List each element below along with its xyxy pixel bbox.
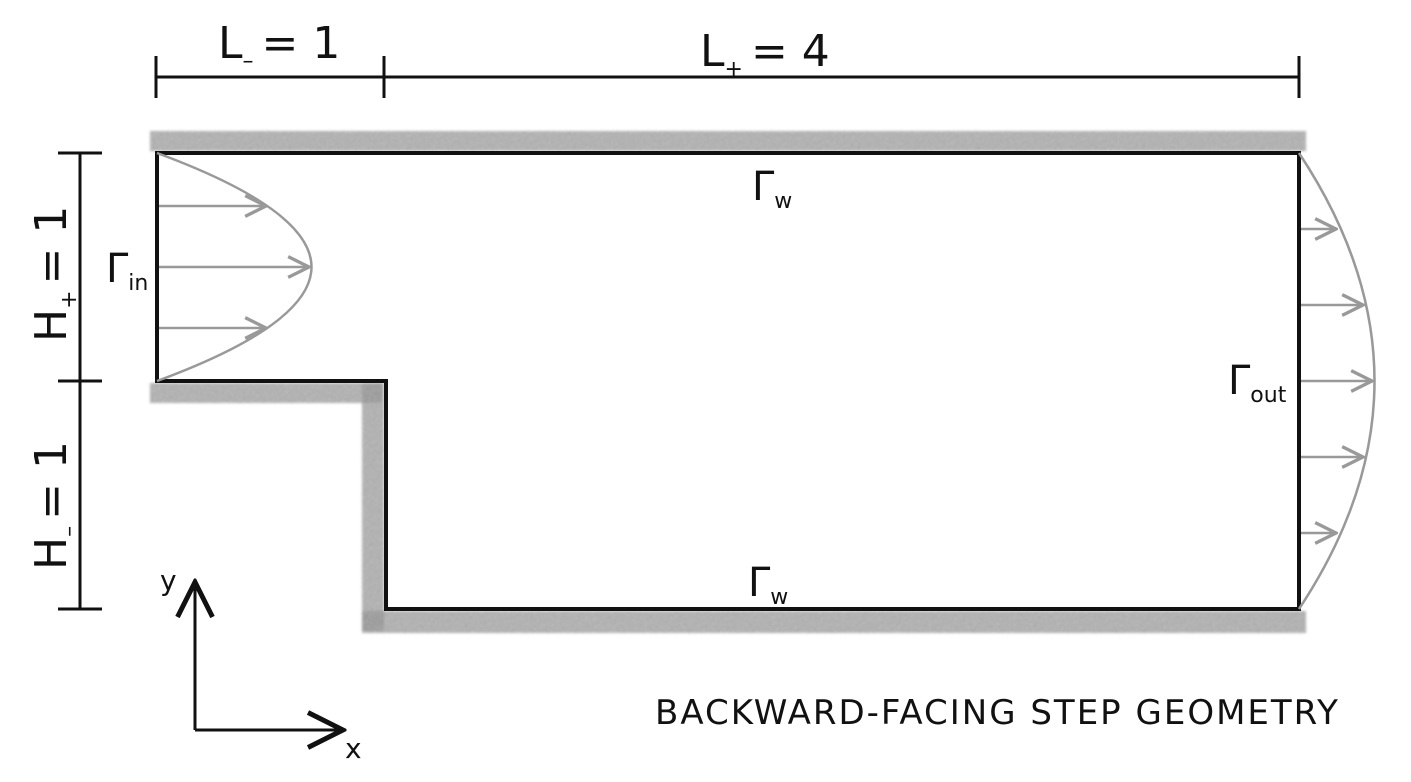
h-minus-label: H–= 1 <box>26 441 82 570</box>
inlet-boundary-label: Γin <box>106 246 148 296</box>
diagram-caption: BACKWARD-FACING STEP GEOMETRY <box>655 693 1340 733</box>
horizontal-dimension <box>154 56 1301 98</box>
top-wall-hatch <box>150 131 1306 151</box>
l-plus-label: L+ = 4 <box>700 26 830 82</box>
step-top-hatch <box>150 383 382 403</box>
outlet-boundary-label: Γout <box>1228 358 1287 408</box>
outlet-velocity-profile <box>1297 152 1376 610</box>
y-axis-label: y <box>160 564 177 597</box>
x-axis-label: x <box>345 732 362 765</box>
vertical-dimension <box>58 151 102 611</box>
wall-hatching <box>150 131 1306 633</box>
bottom-wall-hatch <box>362 611 1306 633</box>
coordinate-axes <box>195 582 343 730</box>
inlet-profile-curve <box>156 151 313 383</box>
domain-outline <box>155 151 1301 611</box>
outlet-profile-curve <box>1297 152 1376 610</box>
inlet-velocity-profile <box>156 151 313 383</box>
h-plus-label: H+= 1 <box>26 206 82 342</box>
step-side-hatch <box>362 383 384 631</box>
l-minus-label: L– = 1 <box>218 18 340 74</box>
bottom-wall-boundary-label: Γw <box>748 560 788 610</box>
top-wall-boundary-label: Γw <box>752 164 792 214</box>
